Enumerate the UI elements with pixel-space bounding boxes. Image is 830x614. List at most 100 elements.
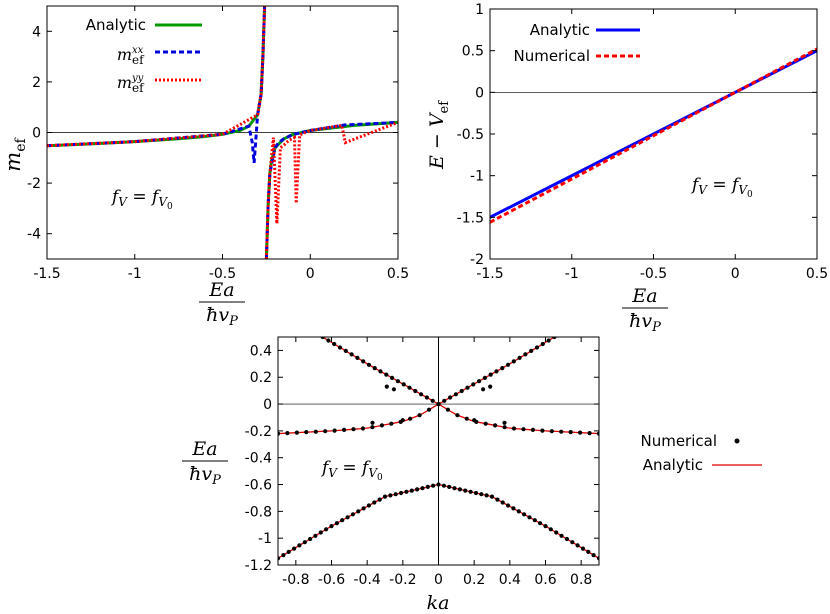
p3-xtick-label: 0.8 xyxy=(570,572,592,588)
p3-xtick-label: 0.6 xyxy=(534,572,556,588)
p3-numerical-point-cone xyxy=(529,348,534,353)
p3-ytick-label: 0 xyxy=(263,397,272,413)
p3-numerical-point-cone xyxy=(372,366,377,371)
p3-numerical-point-lower xyxy=(522,512,527,517)
p3-numerical-point-lower xyxy=(570,540,575,545)
p3-annotation-sub2: V xyxy=(368,466,378,480)
p3-numerical-point-lower xyxy=(463,488,468,493)
p3-ytick-label: -0.4 xyxy=(245,451,272,467)
p3-numerical-point-lower xyxy=(495,497,500,502)
p3-numerical-point-lower xyxy=(361,506,366,511)
p1-legend-sup-1: xx xyxy=(132,45,144,56)
p3-annotation-sub: V xyxy=(328,466,338,480)
p3-numerical-point-middle xyxy=(278,431,281,436)
p3-numerical-point-lower xyxy=(366,503,371,508)
p3-numerical-point-lower xyxy=(393,492,398,497)
p2-xtick-label: 0 xyxy=(731,266,740,282)
p3-numerical-point-outlier xyxy=(481,387,486,392)
p3-numerical-point-cone xyxy=(540,341,545,347)
p1-legend-sub-2: ef xyxy=(132,81,145,95)
p3-numerical-point-middle xyxy=(540,428,545,433)
p3-numerical-point-middle xyxy=(596,431,599,436)
p1-ylabel-sub: ef xyxy=(13,136,29,151)
p1-legend-label-2: m xyxy=(117,73,132,92)
p3-numerical-point-cone xyxy=(477,379,482,384)
p3-ytick-label: 0.4 xyxy=(250,343,272,359)
p3-numerical-point-lower xyxy=(356,509,361,514)
p3-numerical-point-lower xyxy=(436,482,441,487)
p3-numerical-point-cone xyxy=(343,348,348,353)
p3-numerical-point-cone xyxy=(506,362,511,367)
p1-annotation-f2: f xyxy=(150,187,161,207)
p2-annotation-sub2: V xyxy=(738,183,748,197)
p3-numerical-point-lower xyxy=(415,487,420,492)
p3-ylabel-sub: P xyxy=(211,473,221,488)
p3-numerical-point-cone xyxy=(361,359,366,364)
p2-series-1-line xyxy=(490,47,817,224)
p3-numerical-point-lower xyxy=(452,486,457,491)
p3-numerical-point-lower xyxy=(543,524,548,529)
p2-xlabel-sub: P xyxy=(651,320,661,335)
p2-xtick-label: 0.5 xyxy=(806,266,828,282)
p2-ytick-label: -1 xyxy=(470,169,484,185)
p3-annotation-sub3: 0 xyxy=(377,473,383,483)
p1-ytick-label: 4 xyxy=(32,24,41,40)
p3-xtick-label: -0.8 xyxy=(282,572,309,588)
p2-ytick-label: -1.5 xyxy=(457,210,484,226)
p3-numerical-point-lower xyxy=(484,493,489,498)
p3-numerical-point-lower xyxy=(409,488,414,493)
p3-numerical-point-lower xyxy=(580,546,586,551)
p3-numerical-point-lower xyxy=(399,490,404,496)
p1-annotation-sub3: 0 xyxy=(167,202,173,212)
p3-annotation-f2: f xyxy=(360,458,371,478)
p3-numerical-point-middle xyxy=(549,429,554,434)
p3-numerical-point-cone xyxy=(511,359,516,364)
p3-numerical-point-middle xyxy=(389,421,394,426)
p1-annotation-sub2: V xyxy=(158,195,168,209)
p3-numerical-point-lower xyxy=(511,506,516,511)
p1-legend-label-1: m xyxy=(117,45,132,64)
p2-annotation: fV = fV0 xyxy=(690,175,753,200)
p3-ytick-label: -0.8 xyxy=(245,504,272,520)
p3-numerical-point-middle xyxy=(294,430,299,435)
p3-numerical-point-lower xyxy=(382,494,388,499)
p3-numerical-point-cone xyxy=(546,338,551,343)
p3-numerical-point-middle xyxy=(304,430,309,435)
p3-numerical-point-lower xyxy=(431,483,436,488)
p3-numerical-point-cone xyxy=(459,388,464,394)
p3-numerical-point-cone xyxy=(407,385,412,390)
p3-xtick-label: 0.4 xyxy=(499,572,521,588)
p3-numerical-point-middle xyxy=(427,407,432,412)
p3-numerical-point-outlier xyxy=(502,420,507,425)
p1-xlabel-denominator: ħvP xyxy=(206,304,238,329)
p3-numerical-point-middle xyxy=(417,413,422,418)
p3-numerical-point-lower xyxy=(313,533,318,538)
p3-numerical-point-cone xyxy=(523,352,528,357)
p3-numerical-point-lower xyxy=(441,483,446,488)
p3-numerical-point-middle xyxy=(521,427,526,432)
p1-xtick-label: -1 xyxy=(128,266,142,282)
p3-numerical-point-middle xyxy=(408,416,413,421)
p3-numerical-point-middle xyxy=(559,429,564,434)
p1-series-0-branch-b xyxy=(264,120,398,259)
p3-numerical-point-middle xyxy=(455,413,460,418)
p3-numerical-point-cone xyxy=(355,355,360,360)
p3-numerical-point-lower xyxy=(532,518,537,523)
p3-numerical-point-cone xyxy=(494,369,499,374)
p3-numerical-point-cone xyxy=(534,345,540,350)
p3-numerical-point-lower xyxy=(554,530,559,535)
p3-numerical-point-lower xyxy=(548,527,553,532)
p3-xtick-label: -0.4 xyxy=(354,572,381,588)
p3-numerical-point-cone xyxy=(488,372,493,377)
p3-numerical-point-cone xyxy=(453,392,458,397)
p3-numerical-point-lower xyxy=(329,524,334,529)
p3-ytick-label: -1.2 xyxy=(245,558,272,574)
p2-xtick-label: -0.5 xyxy=(640,266,667,282)
p3-numerical-point-lower xyxy=(297,543,302,548)
p3-numerical-point-lower xyxy=(281,553,286,558)
p3-numerical-point-cone xyxy=(552,337,557,340)
p3-numerical-point-middle xyxy=(511,426,517,431)
p2-ytick-label: -0.5 xyxy=(457,127,484,143)
p1-xtick-label: -0.5 xyxy=(209,266,236,282)
